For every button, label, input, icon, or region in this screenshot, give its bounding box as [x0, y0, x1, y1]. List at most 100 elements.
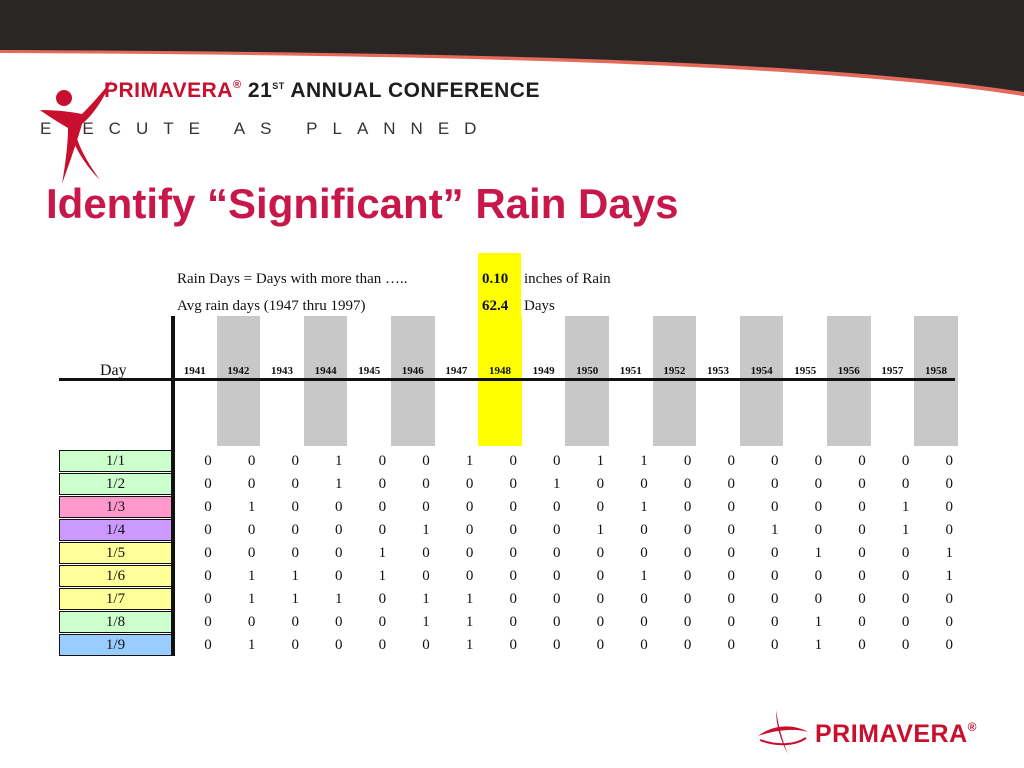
- rain-value-cell: 0: [771, 453, 779, 469]
- rain-value-cell: 0: [291, 545, 299, 561]
- rain-value-cell: 0: [509, 614, 517, 630]
- year-header-1944: 1944: [314, 365, 337, 377]
- rain-value-cell: 1: [814, 614, 823, 630]
- threshold-highlight: [478, 253, 521, 317]
- rain-value-cell: 0: [422, 499, 430, 515]
- year-header-1954: 1954: [750, 365, 773, 377]
- year-header-1949: 1949: [532, 365, 555, 377]
- rain-value-cell: 0: [247, 453, 256, 469]
- rain-value-cell: 1: [465, 637, 474, 653]
- rain-value-cell: 0: [640, 545, 648, 561]
- rain-value-cell: 1: [247, 637, 256, 653]
- rain-value-cell: 0: [553, 522, 561, 538]
- rain-value-cell: 1: [814, 637, 823, 653]
- rain-value-cell: 0: [509, 637, 517, 653]
- rain-value-cell: 0: [335, 499, 343, 515]
- rain-value-cell: 0: [596, 614, 605, 630]
- rain-value-cell: 0: [553, 545, 561, 561]
- rain-value-cell: 0: [771, 499, 779, 515]
- rain-value-cell: 0: [465, 476, 474, 492]
- conference-logo-text: PRIMAVERA® 21ST ANNUAL CONFERENCE: [104, 79, 540, 103]
- rain-value-cell: 0: [771, 568, 779, 584]
- rain-value-cell: 0: [814, 453, 823, 469]
- year-header-1955: 1955: [794, 365, 817, 377]
- rain-value-cell: 1: [901, 522, 910, 538]
- rain-value-cell: 0: [465, 568, 474, 584]
- rain-value-cell: 0: [596, 499, 605, 515]
- rain-value-cell: 0: [509, 591, 517, 607]
- rain-value-cell: 0: [858, 522, 866, 538]
- footer-brand: PRIMAVERA®: [815, 720, 977, 749]
- rain-value-cell: 0: [335, 614, 343, 630]
- rain-value-cell: 0: [204, 591, 212, 607]
- rain-value-cell: 0: [204, 522, 212, 538]
- rain-value-cell: 0: [509, 453, 517, 469]
- footer-brand-name: PRIMAVERA: [815, 720, 968, 748]
- rain-value-cell: 0: [901, 591, 910, 607]
- year-header-1958: 1958: [924, 365, 947, 377]
- rain-value-cell: 0: [247, 476, 256, 492]
- threshold-value: 0.10: [482, 271, 509, 287]
- rain-value-cell: 1: [247, 591, 256, 607]
- rain-value-cell: 0: [901, 637, 910, 653]
- avg-rain-value: 62.4: [482, 298, 509, 314]
- rain-value-cell: 0: [640, 591, 648, 607]
- rain-value-cell: 0: [509, 522, 517, 538]
- column-shade-1942: [216, 316, 261, 446]
- rain-value-cell: 0: [204, 614, 212, 630]
- rain-value-cell: 0: [204, 545, 212, 561]
- rain-value-cell: 1: [335, 591, 343, 607]
- page-title: Identify “Significant” Rain Days: [46, 180, 679, 227]
- rain-value-cell: 0: [727, 476, 735, 492]
- column-shade-1958: [914, 316, 958, 446]
- rain-value-cell: 0: [901, 568, 910, 584]
- rain-value-cell: 0: [683, 453, 692, 469]
- rain-value-cell: 0: [422, 568, 430, 584]
- rain-value-cell: 0: [596, 591, 605, 607]
- rain-value-cell: 0: [247, 522, 256, 538]
- rain-value-cell: 1: [814, 545, 823, 561]
- rain-value-cell: 0: [465, 499, 474, 515]
- rain-value-cell: 1: [901, 499, 910, 515]
- rain-value-cell: 0: [596, 637, 605, 653]
- rain-value-cell: 1: [422, 614, 430, 630]
- rain-value-cell: 0: [683, 568, 692, 584]
- day-cell: 1/7: [59, 588, 172, 610]
- rain-value-cell: 1: [335, 453, 343, 469]
- rain-value-cell: 0: [247, 545, 256, 561]
- year-header-1952: 1952: [663, 365, 686, 377]
- year-header-1945: 1945: [358, 365, 381, 377]
- rain-value-cell: 0: [204, 453, 212, 469]
- rain-value-cell: 1: [945, 545, 953, 561]
- rain-value-cell: 1: [596, 453, 605, 469]
- rain-value-cell: 0: [291, 499, 299, 515]
- year-header-1953: 1953: [706, 365, 729, 377]
- rain-value-cell: 0: [378, 614, 387, 630]
- footer-registered-mark: ®: [967, 720, 978, 734]
- rain-value-cell: 0: [640, 614, 648, 630]
- day-cell: 1/2: [59, 473, 172, 495]
- rain-value-cell: 1: [247, 499, 256, 515]
- tagline: E ECUTE AS PLANNED: [40, 119, 491, 139]
- rain-value-cell: 0: [422, 545, 430, 561]
- brand-name: PRIMAVERA: [104, 79, 233, 102]
- rain-value-cell: 0: [204, 476, 212, 492]
- rain-value-cell: 0: [553, 591, 561, 607]
- avg-rain-label: Avg rain days (1947 thru 1997): [177, 298, 366, 314]
- year-header-1946: 1946: [401, 365, 424, 377]
- rain-value-cell: 0: [727, 453, 735, 469]
- rain-value-cell: 0: [858, 476, 866, 492]
- rain-value-cell: 0: [291, 522, 299, 538]
- rain-value-cell: 0: [509, 476, 517, 492]
- rain-value-cell: 0: [814, 568, 823, 584]
- threshold-unit: inches of Rain: [524, 271, 611, 287]
- column-shade-1950: [565, 316, 609, 446]
- rain-value-cell: 0: [378, 453, 387, 469]
- rain-value-cell: 0: [727, 522, 735, 538]
- rain-value-cell: 0: [378, 499, 387, 515]
- rain-value-cell: 1: [640, 568, 648, 584]
- tagline-text: ECUTE AS PLANNED: [82, 119, 492, 138]
- rain-value-cell: 0: [422, 453, 430, 469]
- rain-value-cell: 0: [814, 591, 823, 607]
- rain-value-cell: 1: [291, 591, 299, 607]
